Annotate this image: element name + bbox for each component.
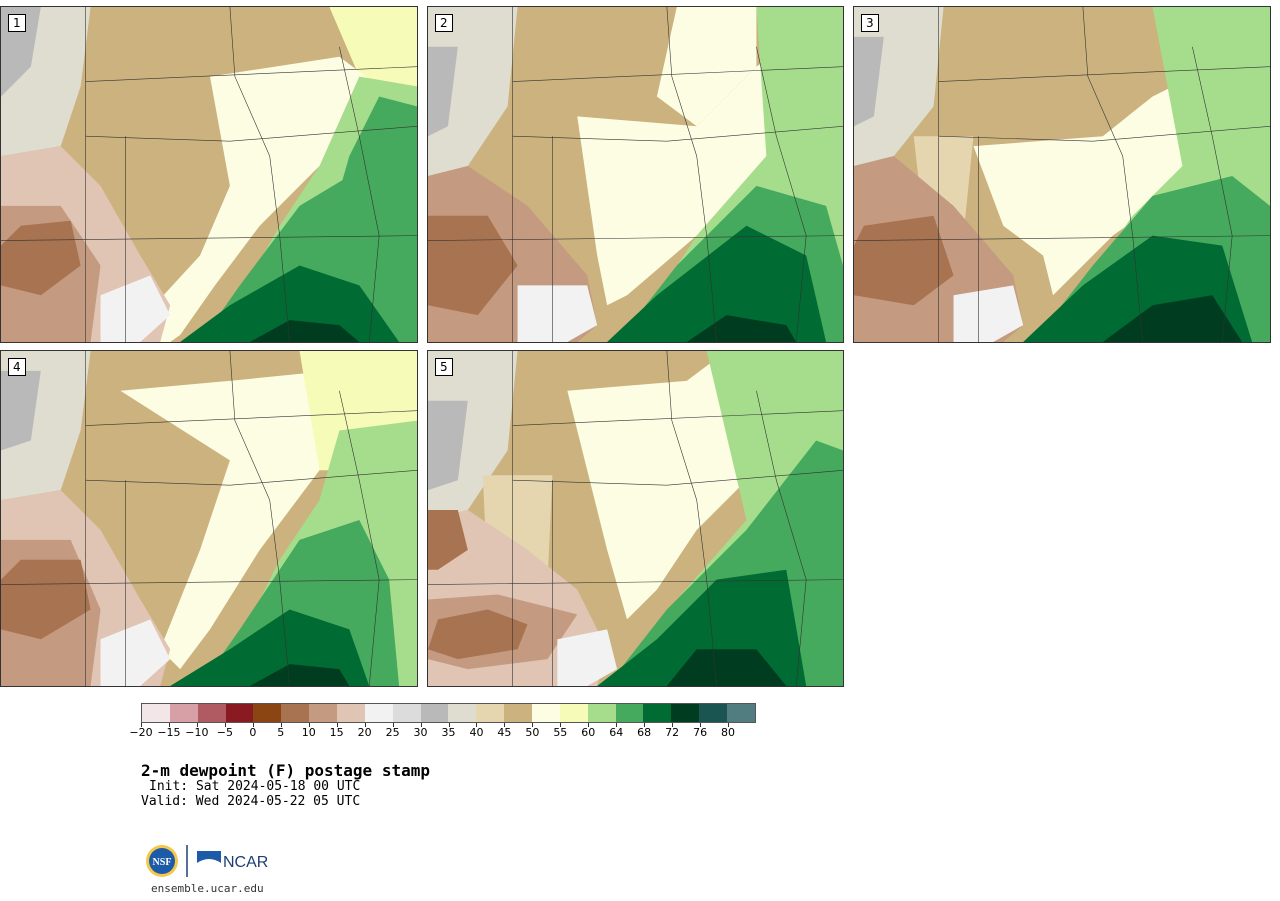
- map-panel-3: 3: [853, 6, 1271, 343]
- colorbar-swatch: [309, 704, 338, 722]
- panel-number: 2: [435, 14, 453, 32]
- map-panel-1: 1: [0, 6, 418, 343]
- colorbar-tick-label: 50: [525, 726, 540, 739]
- nsf-logo-text: NSF: [153, 857, 172, 868]
- nsf-ncar-logo: NSF NCAR: [146, 845, 268, 877]
- colorbar-tick-mark: [532, 723, 534, 727]
- colorbar-tick-label: 35: [441, 726, 456, 739]
- colorbar-swatch: [169, 704, 198, 722]
- colorbar-swatch: [142, 704, 170, 722]
- colorbar-tick-mark: [224, 723, 226, 727]
- colorbar-tick-label: 0: [249, 726, 257, 739]
- colorbar-tick-mark: [336, 723, 338, 727]
- colorbar-tick-label: 5: [277, 726, 285, 739]
- colorbar-tick-label: 55: [553, 726, 568, 739]
- map-panel-4: 4: [0, 350, 418, 687]
- init-time: Init: Sat 2024-05-18 00 UTC: [149, 779, 361, 794]
- colorbar-tick-mark: [560, 723, 562, 727]
- colorbar-tick-mark: [364, 723, 366, 727]
- colorbar-swatch: [225, 704, 254, 722]
- colorbar-tick-label: 45: [497, 726, 512, 739]
- colorbar-swatch: [420, 704, 449, 722]
- colorbar-swatch: [392, 704, 421, 722]
- colorbar-tick-mark: [728, 723, 730, 727]
- colorbar-swatch: [281, 704, 310, 722]
- colorbar-tick-mark: [420, 723, 422, 727]
- colorbar-tick-mark: [672, 723, 674, 727]
- colorbar-tick-label: 30: [413, 726, 428, 739]
- colorbar-swatch: [615, 704, 644, 722]
- colorbar-tick-label: −20: [129, 726, 153, 739]
- colorbar-tick-label: 25: [385, 726, 400, 739]
- colorbar-swatch: [448, 704, 477, 722]
- colorbar-tick-label: 60: [581, 726, 596, 739]
- colorbar-tick-mark: [308, 723, 310, 727]
- colorbar-tick-label: 15: [329, 726, 344, 739]
- colorbar-swatch: [671, 704, 700, 722]
- colorbar-tick-label: −10: [185, 726, 209, 739]
- colorbar-swatch: [364, 704, 393, 722]
- colorbar-tick-mark: [588, 723, 590, 727]
- colorbar-tick-label: 64: [609, 726, 624, 739]
- colorbar-tick-mark: [252, 723, 254, 727]
- colorbar-tick-label: −15: [157, 726, 181, 739]
- colorbar-tick-mark: [700, 723, 702, 727]
- colorbar-tick-label: 80: [721, 726, 736, 739]
- map-panel-2: 2: [427, 6, 844, 343]
- colorbar-swatch: [727, 704, 755, 722]
- panel-number: 4: [8, 358, 26, 376]
- colorbar-tick-mark: [196, 723, 198, 727]
- site-url: ensemble.ucar.edu: [151, 882, 264, 895]
- colorbar-tick-mark: [504, 723, 506, 727]
- colorbar-tick-mark: [392, 723, 394, 727]
- colorbar-tick-label: 20: [357, 726, 372, 739]
- map-panel-5: 5: [427, 350, 844, 687]
- panel-number: 3: [861, 14, 879, 32]
- colorbar-tick-mark: [280, 723, 282, 727]
- colorbar-tick-mark: [141, 723, 142, 727]
- colorbar-swatch: [337, 704, 365, 722]
- colorbar-swatch: [559, 704, 588, 722]
- colorbar-swatch: [197, 704, 226, 722]
- colorbar: [141, 703, 756, 723]
- colorbar-tick-mark: [616, 723, 618, 727]
- colorbar-tick-mark: [476, 723, 478, 727]
- panel-number: 1: [8, 14, 26, 32]
- colorbar-tick-label: −5: [216, 726, 233, 739]
- colorbar-ticks: −20 −15 −10 −5 0 5 10 15 20 25 30 35 40 45 50 55 60 64 68 7…: [129, 723, 756, 740]
- panel-number: 5: [435, 358, 453, 376]
- figure-title: 2-m dewpoint (F) postage stamp: [141, 761, 430, 780]
- colorbar-tick-label: 40: [469, 726, 484, 739]
- colorbar-tick-label: 68: [637, 726, 652, 739]
- colorbar-tick-label: 72: [665, 726, 680, 739]
- colorbar-swatch: [476, 704, 505, 722]
- colorbar-swatch: [699, 704, 728, 722]
- colorbar-tick-mark: [644, 723, 646, 727]
- colorbar-tick-label: 10: [301, 726, 316, 739]
- colorbar-swatch: [504, 704, 533, 722]
- ncar-logo-text: NCAR: [223, 854, 268, 871]
- valid-time: Valid: Wed 2024-05-22 05 UTC: [141, 794, 361, 809]
- logos: NSF NCAR: [145, 843, 275, 879]
- colorbar-tick-label: 76: [693, 726, 708, 739]
- colorbar-swatch: [587, 704, 616, 722]
- colorbar-swatch: [643, 704, 672, 722]
- colorbar-tick-mark: [448, 723, 450, 727]
- colorbar-swatch: [532, 704, 560, 722]
- colorbar-swatch: [253, 704, 282, 722]
- colorbar-tick-mark: [168, 723, 170, 727]
